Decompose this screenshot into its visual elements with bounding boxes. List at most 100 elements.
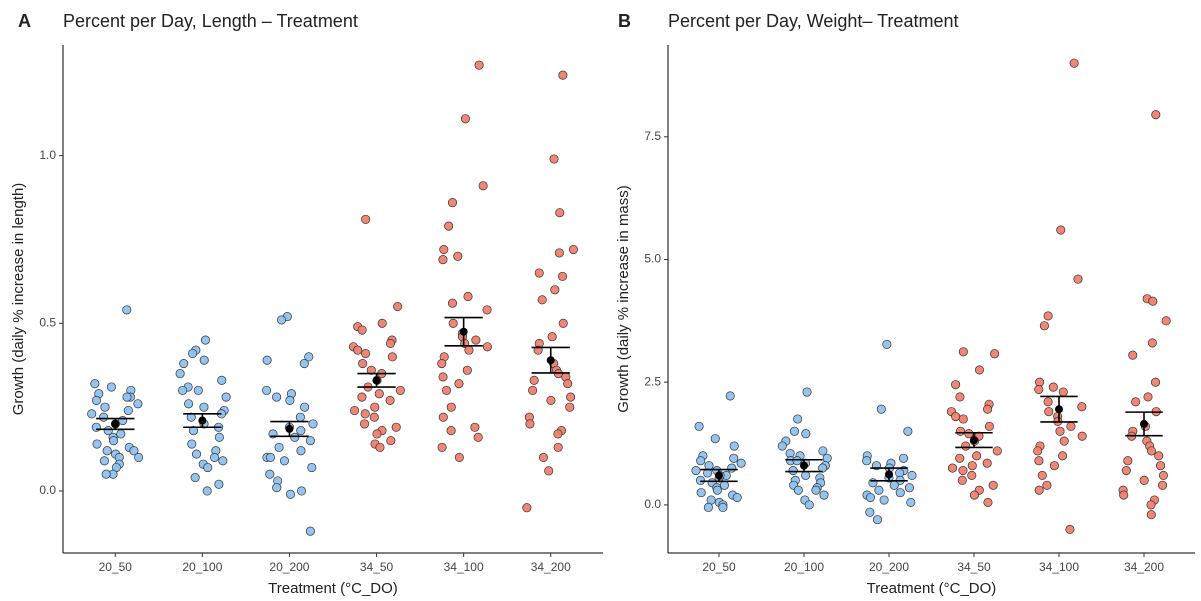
data-point	[87, 409, 97, 419]
data-point	[538, 452, 548, 462]
mean-point	[111, 419, 120, 428]
data-point	[1077, 402, 1087, 412]
data-point	[99, 412, 109, 422]
data-point	[906, 497, 916, 507]
data-point	[544, 466, 554, 476]
data-point	[369, 412, 379, 422]
data-point	[696, 456, 706, 466]
data-point	[214, 432, 224, 442]
data-point	[437, 358, 447, 369]
data-point	[1146, 500, 1156, 510]
mean-point	[459, 327, 468, 336]
data-point	[1143, 392, 1153, 402]
data-point	[565, 402, 575, 412]
data-point	[99, 456, 109, 466]
data-point	[102, 446, 112, 456]
data-point	[199, 402, 209, 412]
data-point	[447, 298, 458, 308]
data-point	[482, 305, 492, 315]
data-point	[1043, 311, 1053, 321]
data-point	[386, 436, 396, 446]
data-point	[793, 485, 803, 495]
data-point	[299, 358, 309, 369]
data-point	[703, 502, 713, 512]
data-point	[179, 358, 189, 369]
data-point	[1150, 377, 1161, 387]
data-point	[377, 318, 387, 328]
data-point	[1066, 421, 1076, 431]
data-point	[958, 414, 968, 424]
data-point	[550, 285, 560, 295]
data-point	[1148, 296, 1158, 306]
data-point	[958, 347, 968, 357]
x-tick-label: 34_100	[1039, 560, 1079, 574]
data-point	[385, 338, 396, 348]
mean-point	[1055, 405, 1063, 414]
data-point	[308, 419, 318, 429]
data-point	[372, 429, 382, 439]
x-axis-label: Treatment (°C_DO)	[867, 580, 997, 597]
mean-point	[800, 461, 808, 470]
data-point	[122, 392, 132, 402]
data-point	[175, 369, 185, 379]
data-point	[788, 465, 798, 476]
data-point	[982, 458, 992, 468]
data-point	[874, 485, 884, 495]
data-point	[214, 479, 224, 489]
data-point	[464, 345, 474, 355]
data-point	[563, 379, 573, 389]
y-tick-label: 0.0	[644, 497, 661, 511]
data-point	[990, 349, 1000, 359]
data-point	[460, 114, 471, 124]
data-point	[100, 402, 110, 412]
data-point	[904, 483, 914, 493]
x-tick-label: 34_200	[1124, 560, 1164, 574]
data-point	[438, 372, 448, 382]
data-point	[1073, 274, 1083, 284]
data-point	[793, 414, 803, 424]
data-point	[557, 271, 568, 281]
data-point	[361, 348, 371, 359]
data-point	[1059, 436, 1069, 446]
data-point	[695, 475, 706, 485]
data-point	[478, 181, 488, 191]
data-point	[358, 358, 368, 369]
data-point	[554, 248, 564, 258]
data-point	[984, 421, 994, 431]
data-point	[983, 404, 993, 414]
data-point	[262, 355, 272, 365]
data-point	[210, 452, 220, 462]
mean-point	[970, 436, 978, 445]
data-point	[553, 442, 563, 452]
data-point	[190, 473, 200, 483]
data-point	[1131, 397, 1141, 407]
data-point	[1123, 456, 1133, 466]
data-point	[295, 412, 305, 422]
data-point	[446, 402, 456, 412]
data-point	[199, 355, 209, 365]
data-point	[955, 453, 965, 463]
x-tick-label: 20_100	[182, 560, 222, 574]
data-point	[555, 208, 565, 218]
data-point	[285, 489, 296, 499]
data-point	[898, 453, 909, 463]
data-point	[525, 419, 535, 429]
data-point	[178, 385, 188, 395]
data-point	[1034, 385, 1044, 395]
data-point	[305, 436, 315, 446]
data-point	[537, 295, 547, 305]
data-point	[958, 465, 968, 476]
data-point	[811, 485, 821, 495]
data-point	[187, 439, 197, 449]
data-point	[1058, 387, 1068, 397]
data-point	[296, 426, 306, 436]
data-point	[1043, 397, 1053, 407]
data-point	[992, 446, 1002, 456]
data-point	[193, 385, 203, 395]
data-point	[453, 251, 463, 261]
data-point	[305, 526, 315, 536]
data-point	[447, 198, 458, 208]
data-point	[1034, 456, 1044, 466]
data-point	[375, 442, 385, 452]
